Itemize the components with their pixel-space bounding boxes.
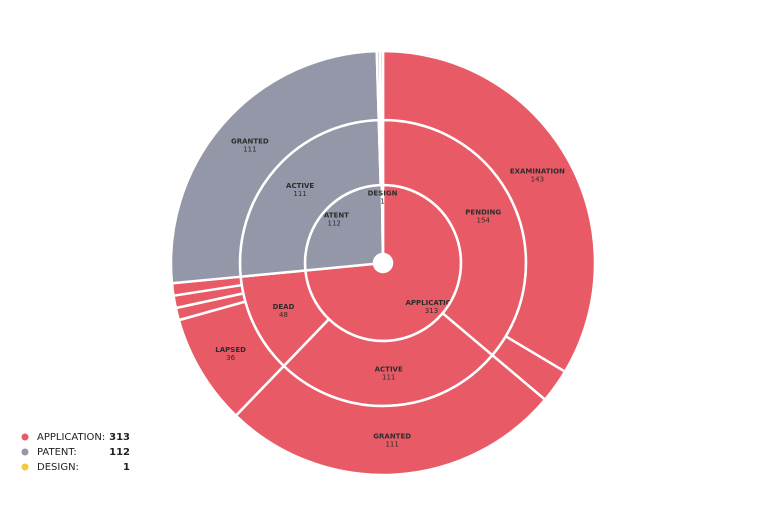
segment-value: 1 — [380, 198, 384, 206]
segment-value: 48 — [279, 311, 288, 319]
legend-dot — [21, 463, 29, 471]
segment-label: ACTIVE — [375, 365, 403, 373]
legend-value: 1 — [123, 462, 130, 473]
segment-value: 36 — [226, 354, 235, 362]
segment-value: 111 — [382, 373, 395, 381]
segment-value: 313 — [425, 307, 438, 315]
segment-value: 143 — [531, 175, 544, 183]
segment — [169, 49, 381, 285]
segment-value: 111 — [243, 146, 256, 154]
center-hole — [374, 254, 392, 272]
legend-dot — [21, 433, 29, 441]
legend-value: 112 — [109, 447, 130, 458]
segment — [378, 49, 385, 122]
segment-label: DESIGN — [368, 190, 398, 198]
segment-value: 111 — [385, 440, 398, 448]
segment — [381, 49, 597, 373]
legend-dot — [21, 448, 29, 456]
segment-label: APPLICATION — [406, 299, 458, 307]
segment-value: 154 — [477, 216, 491, 224]
segment-label: PENDING — [465, 208, 501, 216]
segment-label: PATENT — [319, 211, 349, 219]
legend-label: DESIGN: — [37, 462, 79, 473]
segment-label: GRANTED — [373, 432, 411, 440]
segment-label: ACTIVE — [286, 182, 314, 190]
segment — [379, 118, 385, 187]
legend-value: 313 — [109, 432, 130, 443]
segment-label: EXAMINATION — [510, 167, 565, 175]
segment-label: LAPSED — [215, 346, 246, 354]
segment-value: 111 — [293, 190, 306, 198]
segment-label: DEAD — [273, 303, 295, 311]
legend-label: PATENT: — [37, 447, 77, 458]
segment — [234, 353, 547, 477]
segment-label: GRANTED — [231, 138, 269, 146]
legend-label: APPLICATION: — [37, 432, 105, 443]
segment-value: 112 — [328, 219, 341, 227]
